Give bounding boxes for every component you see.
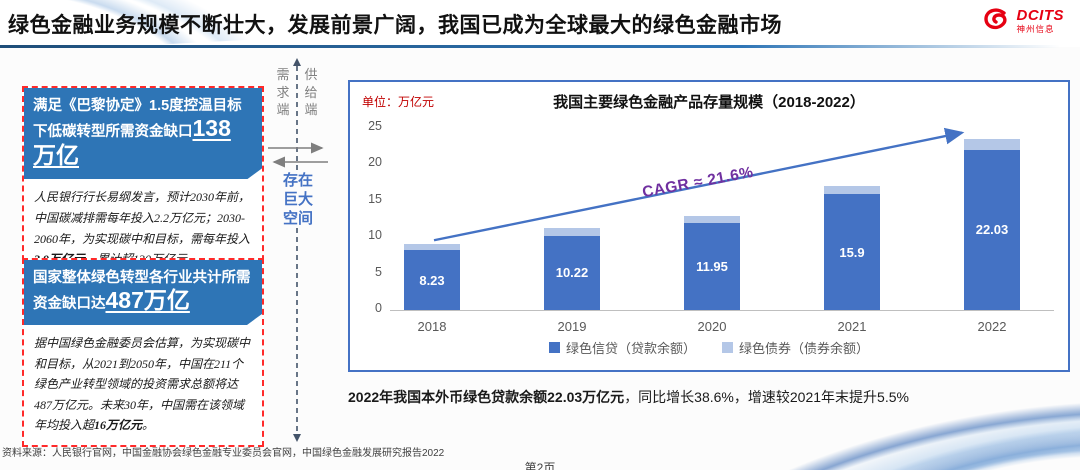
chart-note: 2022年我国本外币绿色贷款余额22.03万亿元，同比增长38.6%，增速较20… (348, 387, 1072, 407)
page-title: 绿色金融业务规模不断壮大，发展前景广阔，我国已成为全球最大的绿色金融市场 (8, 14, 782, 37)
bar-bond-2019 (544, 227, 600, 236)
bar-credit-2019: 10.22 (544, 235, 600, 310)
chart-plot: 单位：万亿元 我国主要绿色金融产品存量规模（2018-2022） CAGR ≈ … (348, 80, 1070, 372)
highlight-number: 138万亿 (33, 115, 231, 168)
bar-credit-2022: 22.03 (964, 149, 1020, 310)
y-axis-tick: 5 (375, 264, 382, 279)
bar-value-label: 15.9 (839, 244, 865, 260)
bar-value-label: 8.23 (419, 272, 445, 288)
supply-side-label: 供给端 (304, 67, 318, 118)
legend-label: 绿色信贷（贷款余额） (565, 341, 696, 356)
header-text: 国家整体绿色转型各行业共计所需资金缺口达 (33, 270, 251, 313)
x-axis-line (390, 310, 1054, 311)
huge-gap-label: 存在巨大空间 (280, 172, 316, 229)
legend-swatch (548, 342, 560, 353)
x-axis-tick: 2019 (557, 319, 587, 334)
bar-bond-2022 (964, 138, 1020, 150)
dashed-axis-line (268, 58, 328, 442)
funding-gap-box-paris: 满足《巴黎协定》1.5度控温目标下低碳转型所需资金缺口138万亿 人民银行行长易… (22, 86, 264, 281)
y-axis-tick: 20 (368, 155, 382, 170)
bar-bond-2021 (824, 185, 880, 195)
x-axis-tick: 2022 (977, 319, 1007, 334)
bar-bond-2018 (404, 244, 460, 251)
chart-legend: 绿色信贷（贷款余额） 绿色债券（债券余额） (350, 338, 1068, 357)
funding-gap-box-national-header: 国家整体绿色转型各行业共计所需资金缺口达487万亿 (24, 260, 262, 325)
body-text: 。 (142, 418, 155, 433)
cagr-label: CAGR ≈ 21.6% (640, 163, 755, 202)
source-line: 资料来源：人民银行官网，中国金融协会绿色金融专业委员会官网，中国绿色金融发展研究… (2, 448, 445, 459)
y-axis-tick: 0 (375, 301, 382, 315)
x-axis-tick: 2018 (417, 319, 447, 334)
chart-note-bold: 2022年我国本外币绿色贷款余额22.03万亿元 (348, 389, 625, 405)
body-text: 人民银行行长易纲发言，预计2030年前，中国碳减排需每年投入2.2万亿元；203… (34, 190, 251, 246)
funding-gap-box-paris-header: 满足《巴黎协定》1.5度控温目标下低碳转型所需资金缺口138万亿 (24, 88, 262, 179)
highlight-number: 487万亿 (105, 287, 190, 314)
dcits-swirl-icon (983, 8, 1007, 30)
y-axis-tick: 10 (368, 228, 382, 243)
header-banner: 绿色金融业务规模不断壮大，发展前景广阔，我国已成为全球最大的绿色金融市场 DCI… (0, 0, 1080, 55)
legend-item: 绿色债券（债券余额） (722, 338, 869, 357)
dcits-logo: DCITS 神州信息 (977, 5, 1068, 37)
y-axis-tick: 25 (368, 119, 382, 133)
bar-value-label: 11.95 (696, 258, 728, 274)
legend-item: 绿色信贷（贷款余额） (548, 338, 696, 357)
x-axis-tick: 2020 (697, 319, 727, 334)
legend-swatch (722, 342, 733, 353)
supply-demand-divider: 需求端 供给端 存在巨大空间 (266, 56, 330, 444)
y-axis-tick: 15 (368, 191, 382, 206)
x-axis-tick: 2021 (837, 319, 867, 334)
bar-credit-2020: 11.95 (684, 223, 740, 310)
bar-credit-2021: 15.9 (824, 194, 880, 310)
bar-value-label: 22.03 (975, 222, 1009, 238)
chart-note-rest: ，同比增长38.6%，增速较2021年末提升5.5% (624, 389, 909, 405)
body-bold: 16万亿元 (94, 418, 143, 433)
header-text: 满足《巴黎协定》1.5度控温目标下低碳转型所需资金缺口 (33, 98, 242, 141)
chart-title: 我国主要绿色金融产品存量规模（2018-2022） (553, 94, 865, 111)
header-divider-line (0, 45, 1060, 48)
dcits-logo-subtitle: 神州信息 (1016, 24, 1055, 35)
chart-unit-label: 单位：万亿元 (362, 95, 435, 109)
body-text: 据中国绿色金融委员会估算，为实现碳中和目标，从2021到2050年，中国在211… (34, 335, 251, 433)
bar-credit-2018: 8.23 (404, 250, 460, 310)
legend-label: 绿色债券（债券余额） (739, 341, 870, 356)
demand-side-label: 需求端 (276, 67, 290, 118)
bar-value-label: 10.22 (555, 265, 589, 281)
funding-gap-box-national: 国家整体绿色转型各行业共计所需资金缺口达487万亿 据中国绿色金融委员会估算，为… (22, 258, 264, 448)
page-number: 第2页 (524, 461, 556, 470)
bar-bond-2020 (684, 216, 740, 223)
funding-gap-box-national-body: 据中国绿色金融委员会估算，为实现碳中和目标，从2021到2050年，中国在211… (24, 325, 262, 445)
dcits-logo-name: DCITS (1016, 7, 1064, 25)
